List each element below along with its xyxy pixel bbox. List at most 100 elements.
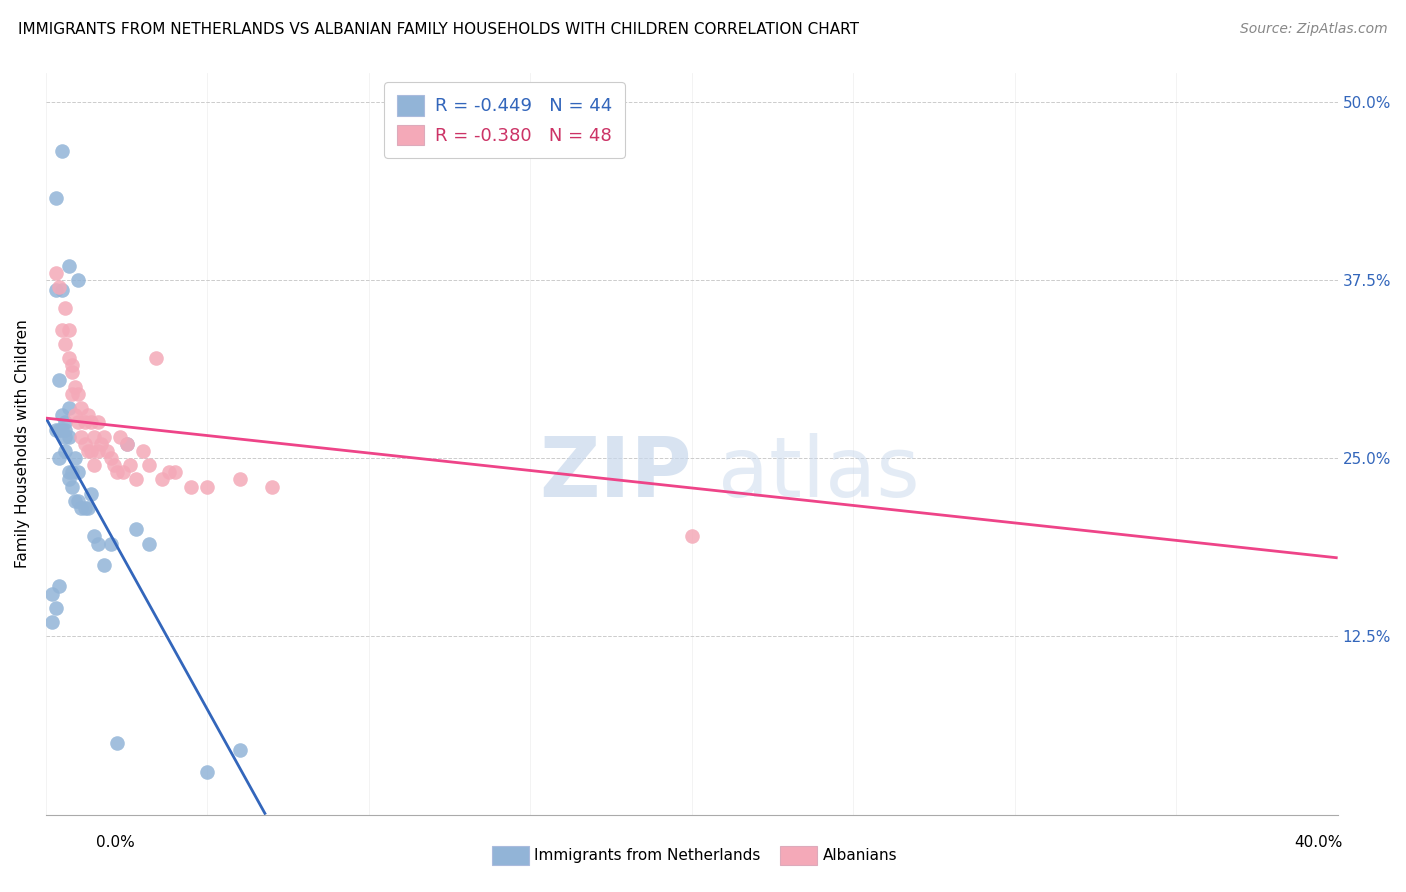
Point [132,443,155,458]
Point [70,430,93,444]
Point [48,450,70,465]
Point [73,416,96,430]
Point [58,472,80,486]
Point [73,500,96,515]
Point [45,192,67,206]
Point [100,536,122,550]
Point [96,443,118,458]
Point [86,416,108,430]
Point [112,465,135,479]
Point [67,387,90,401]
Text: Albanians: Albanians [823,848,897,863]
Point [77,500,100,515]
Point [45,283,67,297]
Point [48,280,70,294]
Point [80,416,103,430]
Point [60,465,83,479]
Point [67,465,90,479]
Point [51,323,73,337]
Point [105,736,128,750]
Point [70,401,93,416]
Point [63,380,86,394]
Point [80,486,103,500]
Point [228,743,250,757]
Point [77,409,100,423]
Point [53,301,76,316]
Point [67,273,90,287]
Text: IMMIGRANTS FROM NETHERLANDS VS ALBANIAN FAMILY HOUSEHOLDS WITH CHILDREN CORRELAT: IMMIGRANTS FROM NETHERLANDS VS ALBANIAN … [18,22,859,37]
Point [681,529,703,543]
Point [53,430,76,444]
Text: atlas: atlas [717,433,920,514]
Point [60,359,83,373]
Point [58,401,80,416]
Point [105,465,128,479]
Y-axis label: Family Households with Children: Family Households with Children [15,319,30,568]
Point [53,416,76,430]
Point [165,465,187,479]
Point [41,586,63,600]
Point [53,337,76,351]
Point [45,266,67,280]
Point [60,366,83,380]
Point [150,472,173,486]
Point [58,259,80,273]
Point [58,351,80,366]
Point [83,458,105,472]
Point [63,493,86,508]
Point [51,423,73,437]
Point [93,558,115,572]
Point [67,416,90,430]
Point [197,764,219,779]
Point [45,423,67,437]
Text: 0.0%: 0.0% [96,835,135,849]
Point [86,443,108,458]
Point [77,443,100,458]
Point [53,443,76,458]
Point [180,479,202,493]
Point [60,479,83,493]
Point [48,579,70,593]
Point [138,458,160,472]
Point [48,373,70,387]
Point [48,423,70,437]
Point [83,529,105,543]
Point [51,409,73,423]
Point [80,443,103,458]
Point [70,500,93,515]
Point [125,522,148,536]
Point [228,472,250,486]
Point [73,436,96,450]
Point [125,472,148,486]
Point [138,536,160,550]
Point [86,536,108,550]
Point [118,458,141,472]
Point [197,479,219,493]
Point [115,436,138,450]
Point [93,430,115,444]
Point [103,458,125,472]
Point [58,430,80,444]
Point [67,493,90,508]
Point [110,430,132,444]
Point [51,283,73,297]
Point [115,436,138,450]
Point [53,423,76,437]
Point [145,351,167,366]
Text: ZIP: ZIP [540,433,692,514]
Point [51,145,73,159]
Point [63,409,86,423]
Point [90,436,112,450]
Point [100,450,122,465]
Point [63,450,86,465]
Text: 40.0%: 40.0% [1295,835,1343,849]
Point [58,323,80,337]
Text: Source: ZipAtlas.com: Source: ZipAtlas.com [1240,22,1388,37]
Text: Immigrants from Netherlands: Immigrants from Netherlands [534,848,761,863]
Point [41,615,63,629]
Point [260,479,283,493]
Legend: R = -0.449   N = 44, R = -0.380   N = 48: R = -0.449 N = 44, R = -0.380 N = 48 [384,82,624,158]
Point [83,430,105,444]
Point [157,465,180,479]
Point [45,600,67,615]
